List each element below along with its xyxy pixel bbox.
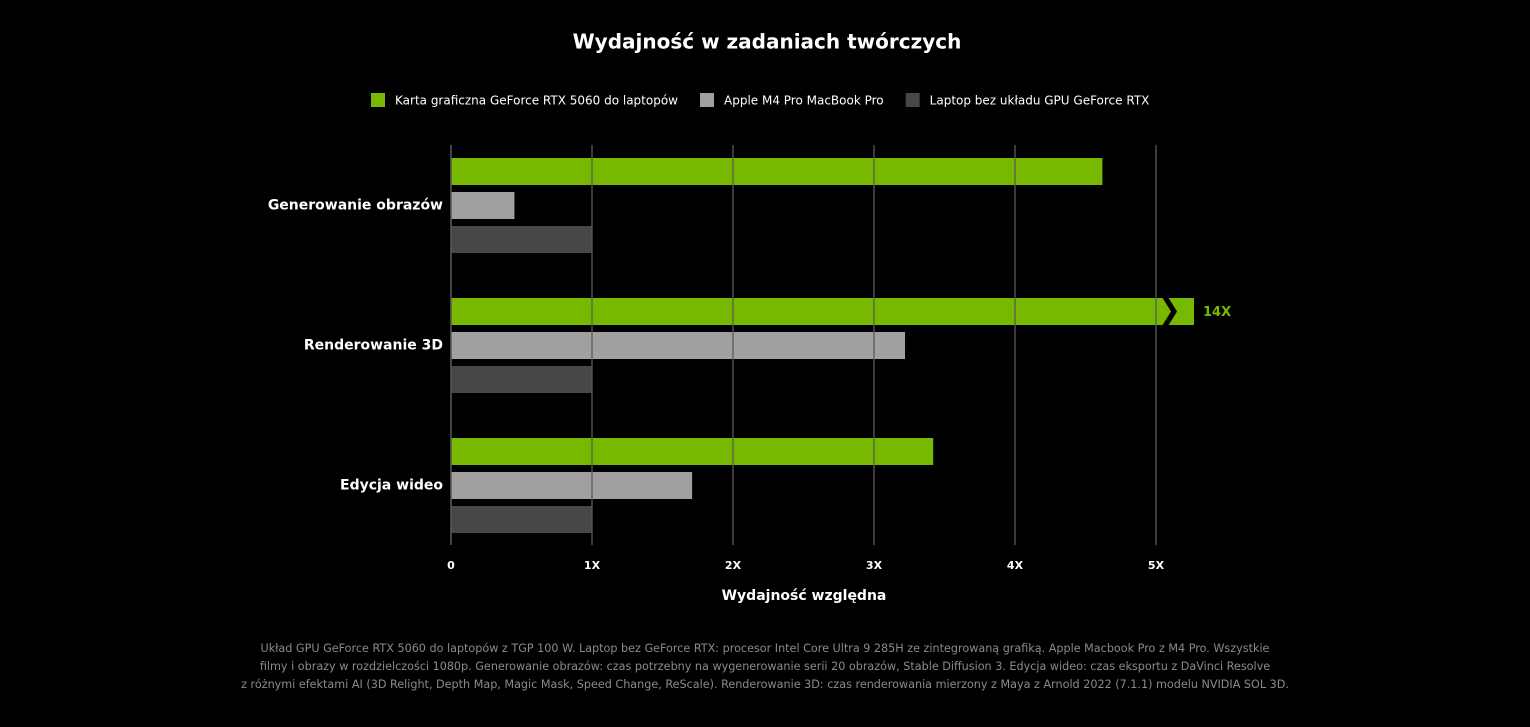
footnote: filmy i obrazy w rozdzielczości 1080p. G… [260,660,1270,673]
legend-swatch [371,93,385,107]
x-tick-label: 1X [584,559,601,572]
legend-label: Laptop bez układu GPU GeForce RTX [930,94,1150,108]
bar [451,192,515,219]
category-label: Edycja wideo [340,478,443,494]
axis-break [1162,297,1177,326]
footnote: Układ GPU GeForce RTX 5060 do laptopów z… [261,642,1270,655]
x-tick-label: 2X [725,559,742,572]
legend-label: Karta graficzna GeForce RTX 5060 do lapt… [395,94,678,108]
x-tick-label: 0 [447,559,455,572]
bar [451,438,934,465]
category-label: Generowanie obrazów [268,198,443,214]
x-tick-label: 4X [1007,559,1024,572]
footnote: z różnymi efektami AI (3D Relight, Depth… [241,678,1289,691]
legend-swatch [905,93,920,107]
bar [451,332,906,359]
value-label: 14X [1203,305,1231,320]
category-label: Renderowanie 3D [304,338,443,354]
legend-swatch [700,93,714,107]
x-tick-label: 3X [866,559,883,572]
bar [451,366,592,393]
bar [451,472,693,499]
legend-label: Apple M4 Pro MacBook Pro [724,94,884,108]
bar [451,298,1194,325]
bar [451,226,592,253]
x-tick-label: 5X [1148,559,1165,572]
bars [451,158,1194,533]
bar [451,158,1103,185]
bar [451,506,592,533]
x-axis-label: Wydajność względna [722,588,887,604]
chart-title: Wydajność w zadaniach twórczych [573,30,962,54]
